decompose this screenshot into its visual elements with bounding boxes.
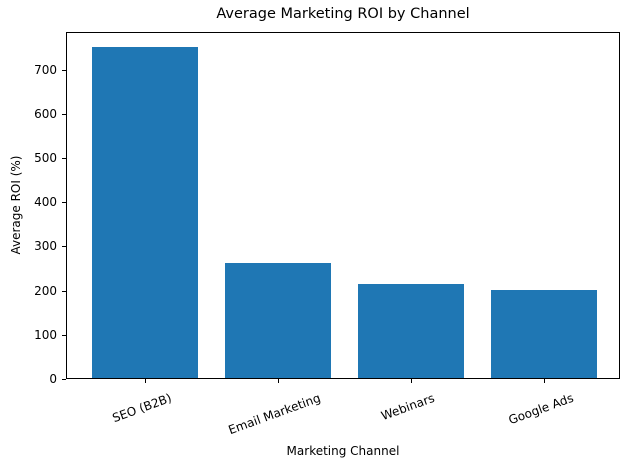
y-tick-label: 300 [34,239,57,254]
x-tick-label: Webinars [379,390,437,423]
y-tick-mark [62,379,66,380]
x-tick-label: Google Ads [506,390,576,427]
bar-seo-b2b [91,47,198,378]
x-axis-label: Marketing Channel [286,444,400,458]
y-tick-mark [62,202,66,204]
y-tick-label: 700 [34,62,57,77]
y-tick-mark [62,290,66,292]
x-tick-mark [277,379,279,383]
bar-google-ads [491,289,598,378]
chart-title: Average Marketing ROI by Channel [216,6,470,22]
x-tick-mark [544,379,546,383]
x-tick-mark [410,379,412,383]
y-tick-mark [62,69,66,71]
y-tick-mark [62,157,66,159]
y-tick-mark [62,246,66,248]
y-tick-label: 200 [34,283,57,298]
y-tick-label: 100 [34,327,57,342]
bar-webinars [357,283,464,378]
y-tick-mark [62,334,66,336]
y-tick-label: 500 [34,150,57,165]
y-tick-label: 600 [34,106,57,121]
bar-email-marketing [224,262,331,378]
y-axis-label: Average ROI (%) [9,155,23,255]
x-tick-label: SEO (B2B) [109,390,173,425]
y-tick-mark [62,113,66,115]
y-tick-label: 0 [49,372,57,386]
x-tick-label: Email Marketing [226,390,323,437]
x-tick-mark [144,379,146,383]
y-tick-label: 400 [34,195,57,210]
plot-area: 0 100 200 300 400 500 600 700 [34,32,620,386]
